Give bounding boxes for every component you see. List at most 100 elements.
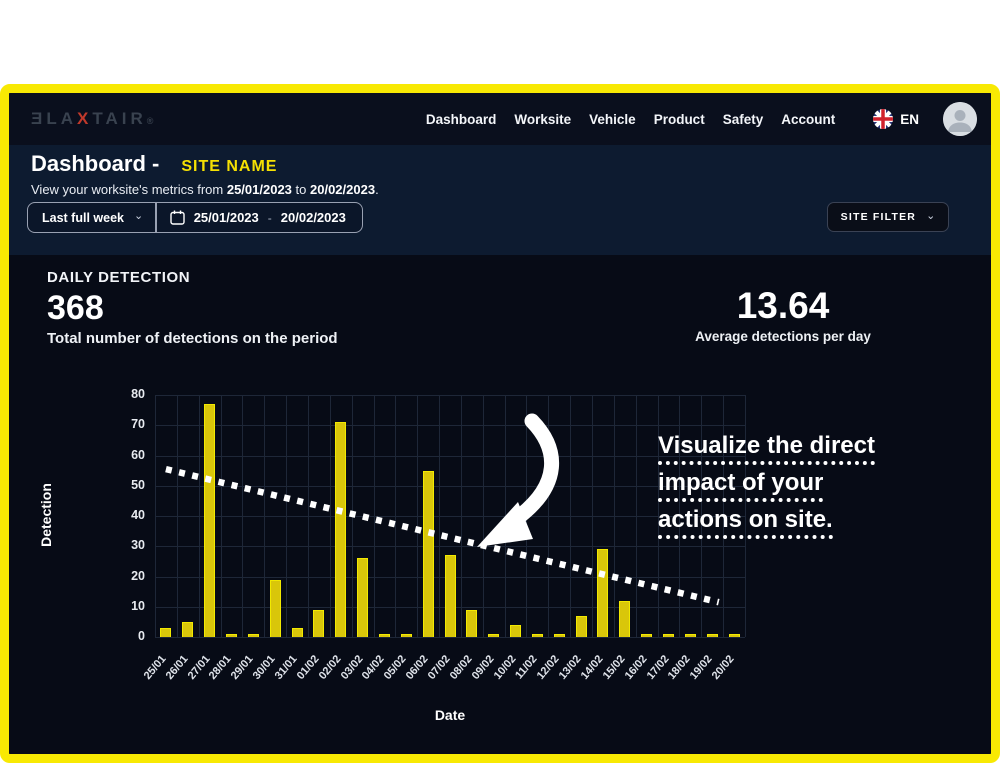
language-selector[interactable]: EN xyxy=(873,109,919,129)
gridline-vertical xyxy=(307,395,309,637)
y-axis-tick-label: 60 xyxy=(131,447,145,462)
blaxtair-logo: ƎLAXTAIR® xyxy=(31,109,153,129)
bar-02/02 xyxy=(335,422,347,637)
date-range-group: Last full week ⌄ 25/01/2023 - 20/02/2023 xyxy=(27,202,363,233)
total-detections-caption: Total number of detections on the period xyxy=(47,330,338,347)
gridline-horizontal xyxy=(155,516,745,517)
divider xyxy=(155,203,157,232)
bar-10/02 xyxy=(510,624,522,637)
average-detections-value: 13.64 xyxy=(736,285,830,326)
bar-09/02 xyxy=(488,633,500,637)
bar-13/02 xyxy=(575,615,587,637)
annotation-line-3: actions on site. xyxy=(658,505,833,539)
nav-item-safety[interactable]: Safety xyxy=(722,111,764,127)
top-nav: ƎLAXTAIR® Dashboard Worksite Vehicle Pro… xyxy=(9,93,991,145)
nav-item-account[interactable]: Account xyxy=(781,111,836,127)
average-detections-stat: 13.64 Average detections per day xyxy=(663,285,903,344)
bar-18/02 xyxy=(684,633,696,637)
filter-bar: Last full week ⌄ 25/01/2023 - 20/02/2023 xyxy=(27,202,363,233)
gridline-vertical xyxy=(745,395,746,637)
gridline-vertical xyxy=(439,395,441,637)
gridline-vertical xyxy=(504,395,506,637)
bar-27/01 xyxy=(204,404,216,637)
logo-text: ƎLA xyxy=(31,109,77,128)
annotation-line-1: Visualize the direct xyxy=(658,431,875,465)
y-axis-tick-label: 30 xyxy=(131,538,145,553)
date-end-value: 20/02/2023 xyxy=(280,210,346,225)
user-avatar[interactable] xyxy=(943,102,977,136)
total-detections-value: 368 xyxy=(47,289,104,327)
site-filter-dropdown[interactable]: SITE FILTER ⌄ xyxy=(827,202,949,232)
subtitle-date-from: 25/01/2023 xyxy=(226,182,292,197)
subtitle-date-to: 20/02/2023 xyxy=(310,182,376,197)
gridline-vertical xyxy=(482,395,484,637)
bar-08/02 xyxy=(466,609,478,637)
y-axis-tick-label: 10 xyxy=(131,598,145,613)
gridline-vertical xyxy=(417,395,419,637)
subtitle-period: . xyxy=(375,182,379,197)
gridline-vertical xyxy=(176,395,178,637)
logo-x: X xyxy=(77,109,93,128)
range-preset-value: Last full week xyxy=(42,210,124,225)
total-detections-stat: DAILY DETECTION 368 Total number of dete… xyxy=(47,269,338,347)
bar-11/02 xyxy=(531,633,543,637)
bar-05/02 xyxy=(400,633,412,637)
bar-06/02 xyxy=(422,470,434,637)
y-axis-tick-label: 70 xyxy=(131,417,145,432)
bar-25/01 xyxy=(160,627,172,637)
uk-flag-icon xyxy=(873,109,894,129)
average-detections-caption: Average detections per day xyxy=(695,329,871,344)
nav-menu: Dashboard Worksite Vehicle Product Safet… xyxy=(426,112,835,127)
gridline-horizontal xyxy=(155,395,745,396)
language-code: EN xyxy=(900,111,919,127)
bar-20/02 xyxy=(728,633,740,637)
gridline-vertical xyxy=(329,395,331,637)
y-axis-tick-label: 20 xyxy=(131,568,145,583)
bar-31/01 xyxy=(291,627,303,637)
dashboard-main: DAILY DETECTION 368 Total number of dete… xyxy=(9,255,991,754)
range-preset-dropdown[interactable]: Last full week ⌄ xyxy=(28,203,155,232)
gridline-vertical xyxy=(723,395,725,637)
gridline-vertical xyxy=(635,395,637,637)
bar-12/02 xyxy=(553,633,565,637)
gridline-vertical xyxy=(198,395,200,637)
site-filter-label: SITE FILTER xyxy=(840,211,917,223)
nav-item-dashboard[interactable]: Dashboard xyxy=(425,111,497,127)
annotation-line-2: impact of your xyxy=(658,468,824,502)
logo-text-2: TAIR xyxy=(92,109,147,128)
logo-reg-mark: ® xyxy=(146,116,154,126)
subtitle-text: View your worksite's metrics from xyxy=(31,182,227,197)
gridline-horizontal xyxy=(155,546,745,548)
chart-section-title: DAILY DETECTION xyxy=(47,269,191,286)
gridline-horizontal xyxy=(155,485,745,487)
bar-chart-plot-area xyxy=(155,395,746,638)
nav-item-vehicle[interactable]: Vehicle xyxy=(589,111,636,127)
gridline-vertical xyxy=(373,395,375,637)
bar-15/02 xyxy=(619,600,631,637)
page-title: Dashboard - xyxy=(31,151,160,176)
gridline-vertical xyxy=(592,395,594,637)
bar-03/02 xyxy=(357,558,369,637)
gridline-vertical xyxy=(395,395,397,637)
gridline-horizontal xyxy=(155,637,745,638)
bar-07/02 xyxy=(444,555,456,637)
app-window: ƎLAXTAIR® Dashboard Worksite Vehicle Pro… xyxy=(0,84,1000,763)
date-range-picker[interactable]: 25/01/2023 - 20/02/2023 xyxy=(157,203,362,232)
bar-26/01 xyxy=(182,621,194,637)
gridline-vertical xyxy=(264,395,266,637)
bar-01/02 xyxy=(313,609,325,637)
y-axis-tick-label: 80 xyxy=(131,387,145,401)
nav-item-worksite[interactable]: Worksite xyxy=(514,111,572,127)
page-header: Dashboard - SITE NAME View your worksite… xyxy=(9,145,991,255)
bar-29/01 xyxy=(247,633,259,637)
gridline-horizontal xyxy=(155,455,745,457)
bar-28/01 xyxy=(225,633,237,637)
bar-14/02 xyxy=(597,549,609,637)
gridline-vertical xyxy=(548,395,550,637)
bar-04/02 xyxy=(378,633,390,637)
date-start-value: 25/01/2023 xyxy=(193,210,259,225)
site-name: SITE NAME xyxy=(181,158,278,175)
bar-19/02 xyxy=(706,633,718,637)
nav-item-product[interactable]: Product xyxy=(653,111,705,127)
y-axis-title: Detection xyxy=(38,483,54,547)
